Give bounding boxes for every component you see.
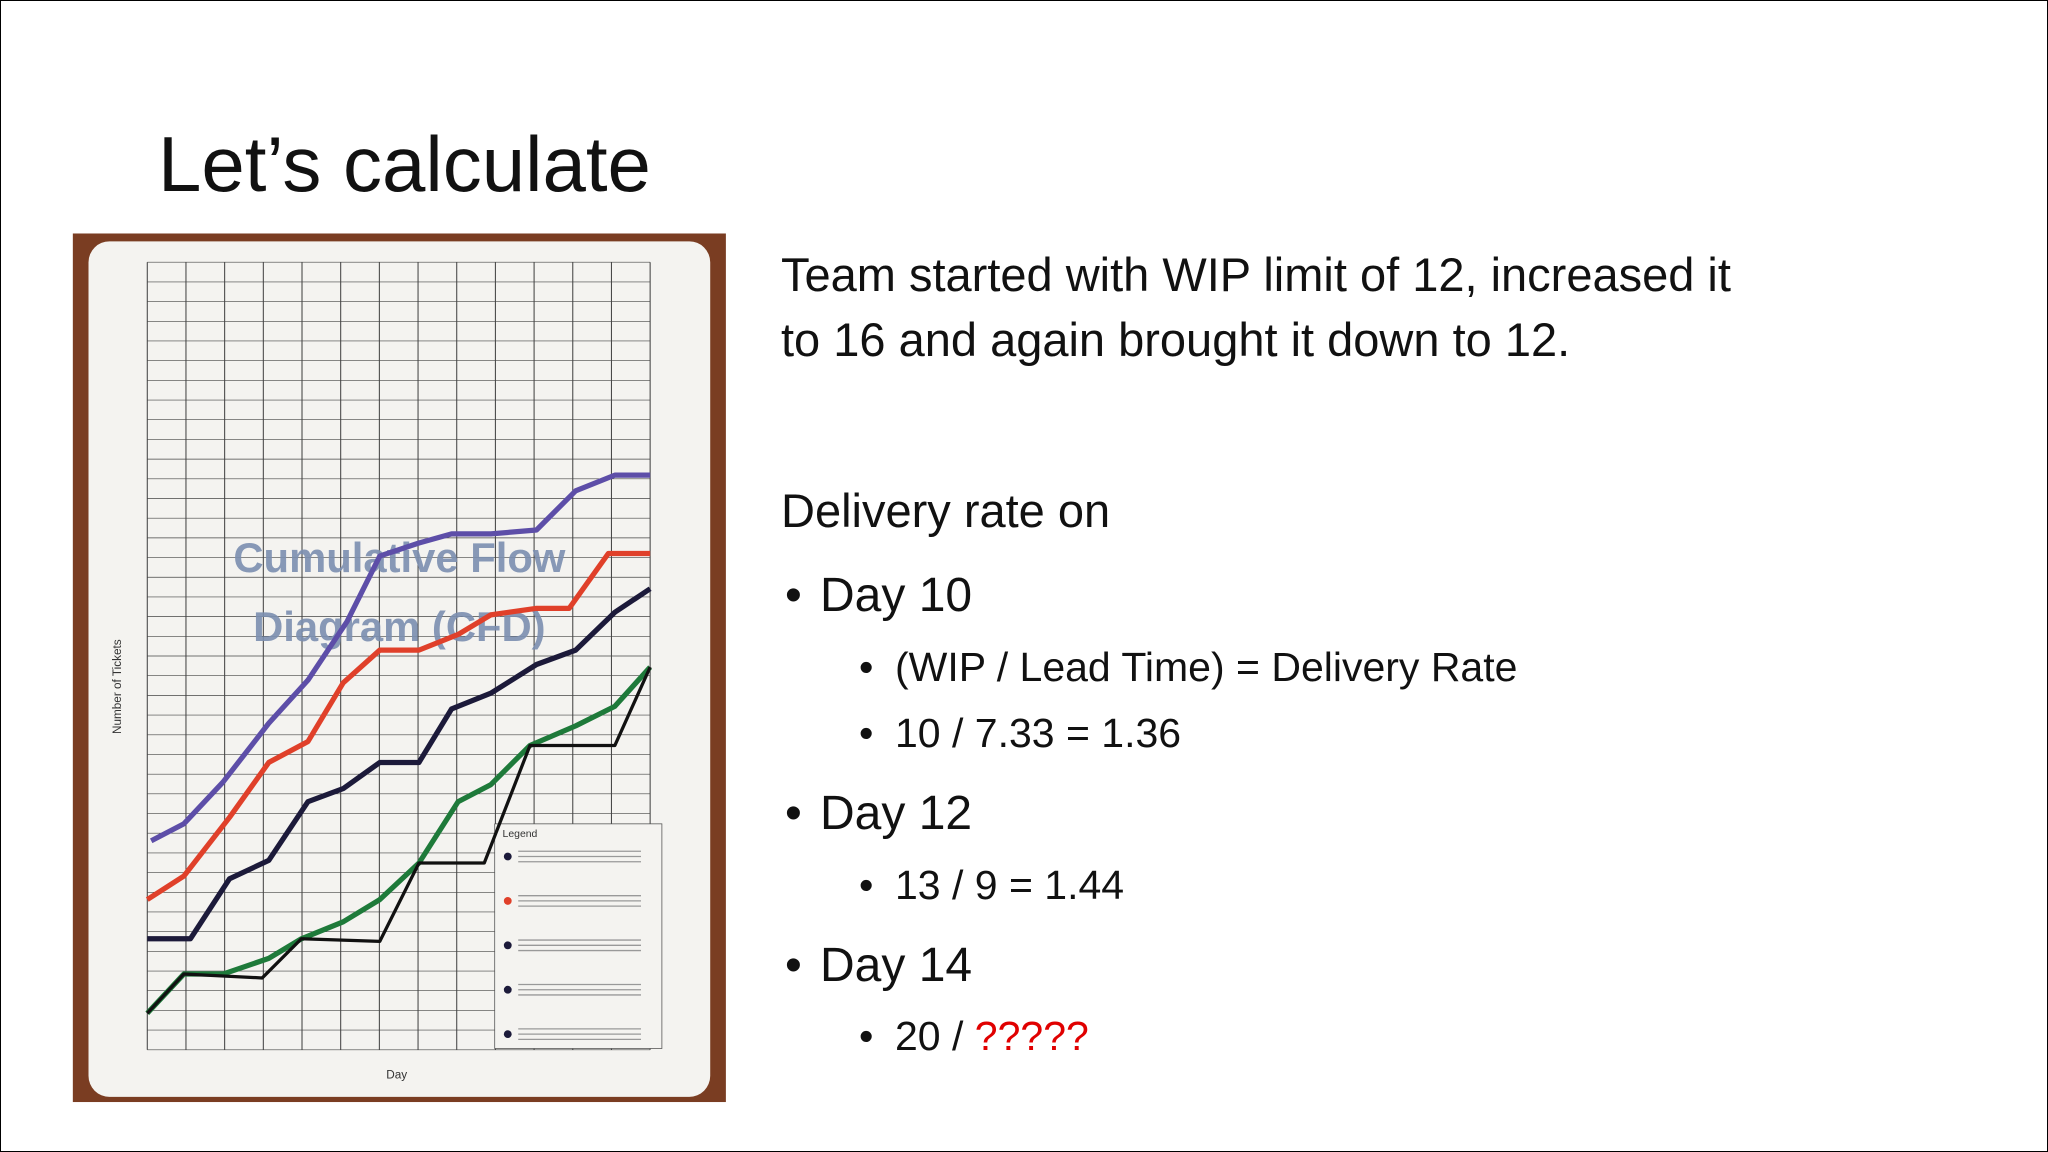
legend-box bbox=[494, 823, 663, 1049]
legend-dot bbox=[503, 852, 512, 861]
intro-text: Team started with WIP limit of 12, incre… bbox=[781, 248, 1731, 301]
legend-title: Legend bbox=[503, 829, 538, 840]
sub-bullet: (WIP / Lead Time) = Delivery Rate bbox=[859, 644, 1517, 691]
heading: Delivery rate on bbox=[781, 484, 1111, 537]
photo-title: Diagram (CFD) bbox=[253, 603, 546, 650]
sub-bullet: 20 / ????? bbox=[859, 1013, 1089, 1060]
legend-dot bbox=[503, 1030, 512, 1039]
legend-dot bbox=[503, 985, 512, 994]
bullet: Day 12 bbox=[785, 786, 972, 841]
intro-text: to 16 and again brought it down to 12. bbox=[781, 313, 1571, 366]
cfd-line bbox=[145, 550, 651, 902]
photo-title: Cumulative Flow bbox=[233, 534, 565, 581]
bullet-text: Day 10 bbox=[820, 569, 973, 622]
slide-title: Let’s calculate bbox=[158, 120, 651, 208]
x-axis-label: Day bbox=[386, 1069, 407, 1082]
sub-bullet: 13 / 9 = 1.44 bbox=[859, 862, 1124, 909]
cfd-line bbox=[147, 586, 652, 942]
highlight-text: ????? bbox=[974, 1013, 1089, 1059]
bullet-text: 10 / 7.33 = 1.36 bbox=[895, 710, 1182, 756]
cfd-line bbox=[149, 472, 651, 844]
bullet: Day 14 bbox=[785, 938, 972, 993]
cfd-line bbox=[146, 666, 652, 1015]
sub-bullet: 10 / 7.33 = 1.36 bbox=[859, 710, 1181, 757]
bullet-text: 20 / bbox=[895, 1013, 975, 1059]
y-axis-label: Number of Tickets bbox=[111, 639, 124, 734]
cfd-line bbox=[145, 665, 653, 1016]
bullet-text: (WIP / Lead Time) = Delivery Rate bbox=[895, 644, 1518, 690]
bullet: Day 10 bbox=[785, 568, 972, 623]
legend-dot bbox=[503, 941, 512, 950]
bullet-text: 13 / 9 = 1.44 bbox=[895, 862, 1125, 908]
bullet-text: Day 14 bbox=[820, 939, 973, 992]
legend-dot bbox=[503, 896, 512, 905]
bullet-text: Day 12 bbox=[820, 787, 973, 840]
